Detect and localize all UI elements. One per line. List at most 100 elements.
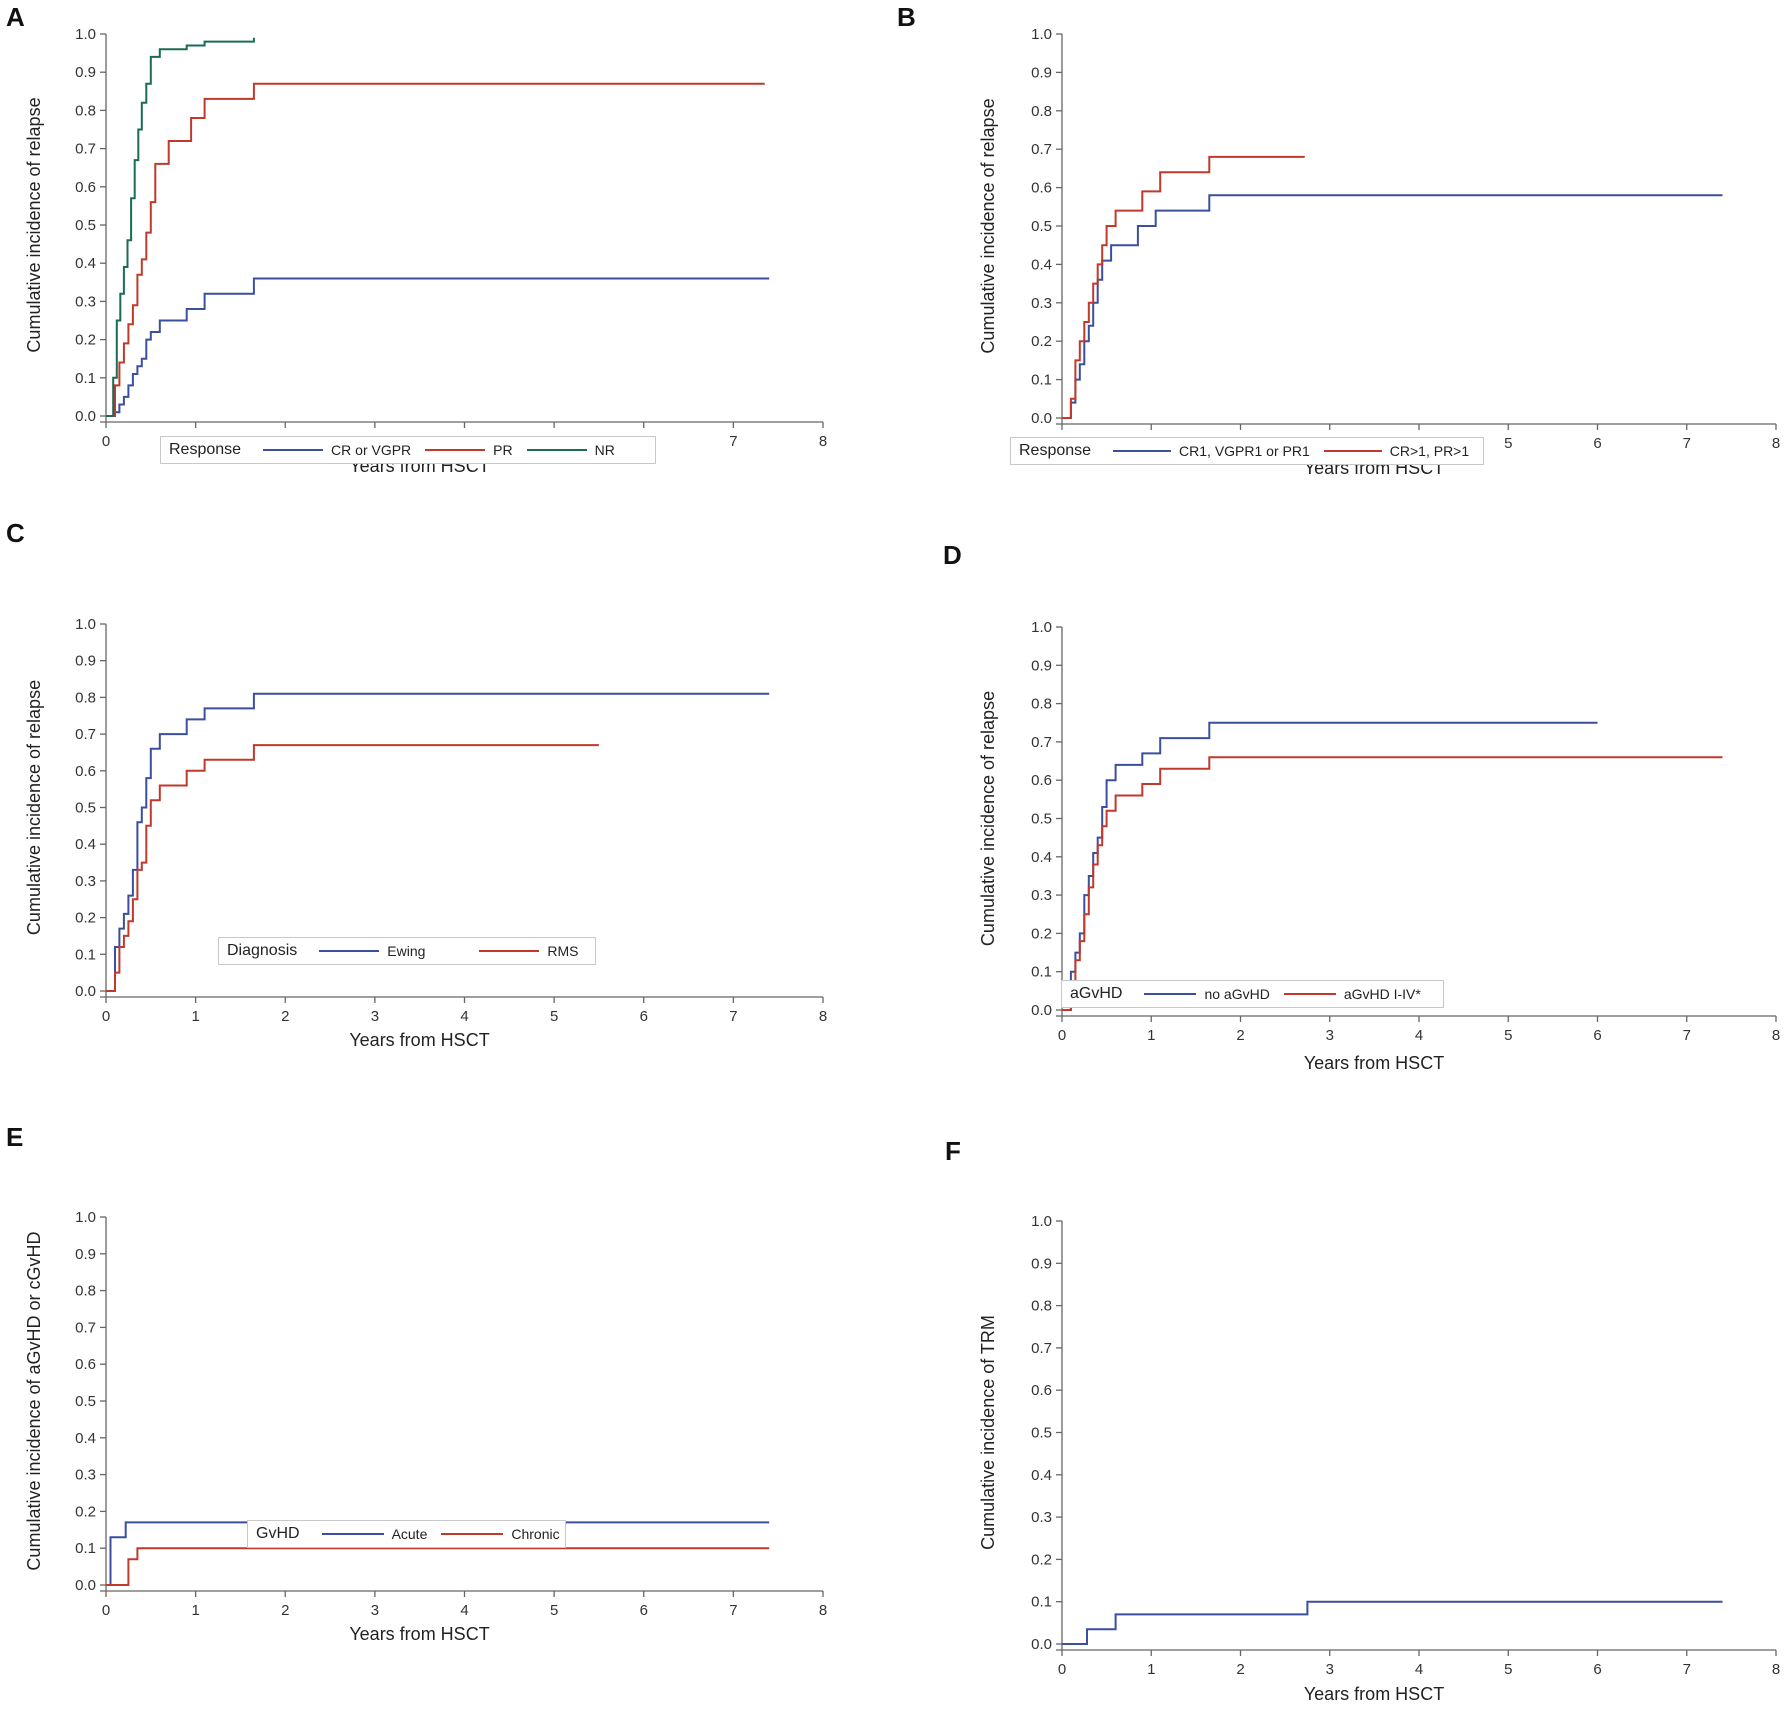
- x-tick-label: 4: [1415, 1661, 1423, 1678]
- y-tick-label: 0.9: [75, 653, 96, 670]
- x-tick-label: 0: [1058, 1661, 1066, 1678]
- legend-d: aGvHD no aGvHD aGvHD I-IV*: [1061, 980, 1444, 1008]
- plot-d: 0.0 0.1 0.2 0.3 0.4 0.5 0.6 0.7 0.8 0.9 1.0 0 1 2 3 4 5 6…: [978, 619, 1780, 1073]
- y-tick-label: 0.3: [1031, 887, 1052, 904]
- x-tick-label: 5: [1504, 1661, 1512, 1678]
- x-tick-label: 6: [1593, 1661, 1601, 1678]
- y-tick-label: 1.0: [1031, 26, 1052, 43]
- panel-c: C 0.0 0.1 0.2 0.3 0.4 0.5 0.6 0.7 0.8 0.9 1.0 0 1 2 3 4…: [0, 518, 893, 1070]
- x-tick-label: 6: [640, 1602, 648, 1619]
- legend-label: CR>1, PR>1: [1389, 443, 1470, 459]
- x-tick-label: 7: [729, 433, 737, 450]
- y-axis-title: Cumulative incidence of relapse: [978, 98, 998, 353]
- x-tick-label: 3: [1326, 1661, 1334, 1678]
- x-tick-label: 8: [819, 433, 827, 450]
- y-tick-label: 0.7: [75, 141, 96, 158]
- y-tick-label: 0.2: [1031, 333, 1052, 350]
- x-tick-label: 5: [1504, 435, 1512, 452]
- legend-label: CR or VGPR: [331, 442, 412, 458]
- panel-e: E 0.0 0.1 0.2 0.3 0.4 0.5 0.6 0.7 0.8 0.9 1.0 0 1 2 3 4…: [0, 1122, 893, 1709]
- x-tick-label: 5: [550, 1602, 558, 1619]
- legend-item-no-agvhd: no aGvHD: [1144, 986, 1270, 1002]
- x-tick-label: 4: [1415, 1027, 1423, 1044]
- panel-letter-c: C: [6, 518, 25, 548]
- legend-swatch-blue: [1144, 993, 1197, 995]
- y-tick-label: 0.4: [1031, 849, 1052, 866]
- legend-item-chronic: Chronic: [441, 1526, 560, 1542]
- y-tick-label: 0.5: [1031, 218, 1052, 235]
- y-axis-title: Cumulative incidence of aGvHD or cGvHD: [24, 1231, 44, 1570]
- legend-label: Chronic: [511, 1526, 560, 1542]
- legend-swatch-blue: [319, 950, 380, 952]
- legend-title: aGvHD: [1070, 985, 1123, 1002]
- y-tick-label: 0.7: [1031, 734, 1052, 751]
- plot-b: 0.00.10.20.30.40.50.60.70.80.91.00123456…: [978, 26, 1780, 478]
- series-line-agvhd-i-iv-: [1062, 756, 1723, 1011]
- series-line-chronic: [106, 1547, 770, 1586]
- legend-swatch-red: [1323, 450, 1382, 452]
- y-tick-label: 0.4: [1031, 1467, 1052, 1484]
- y-tick-label: 0.3: [1031, 1509, 1052, 1526]
- y-axis-title: Cumulative incidence of relapse: [24, 97, 44, 352]
- y-tick-label: 0.5: [1031, 1425, 1052, 1442]
- y-tick-label: 0.9: [75, 64, 96, 81]
- y-tick-label: 0.1: [1031, 1594, 1052, 1611]
- legend-swatch-red: [425, 449, 486, 451]
- y-tick-label: 0.0: [75, 408, 96, 425]
- legend-title: Response: [1019, 442, 1092, 459]
- series-line-ewing: [106, 692, 770, 992]
- y-axis-title: Cumulative incidence of TRM: [978, 1315, 998, 1550]
- y-tick-label: 0.1: [75, 370, 96, 387]
- series-line-cr-1-pr-1: [1062, 155, 1305, 419]
- y-tick-label: 0.7: [75, 726, 96, 743]
- x-tick-label: 2: [1236, 1661, 1244, 1678]
- y-tick-label: 0.3: [75, 293, 96, 310]
- y-tick-label: 0.7: [1031, 141, 1052, 158]
- y-tick-label: 0.6: [75, 763, 96, 780]
- series-line-cr-or-vgpr: [106, 277, 770, 417]
- y-tick-label: 0.3: [75, 1467, 96, 1484]
- y-tick-label: 0.8: [1031, 1298, 1052, 1315]
- panel-a: A 0.00.10.20.30.40.50.60.70.80.91.001234…: [0, 0, 893, 520]
- x-tick-label: 3: [371, 1602, 379, 1619]
- plot-c: 0.0 0.1 0.2 0.3 0.4 0.5 0.6 0.7 0.8 0.9 1.0 0 1 2 3 4 5 6…: [24, 616, 827, 1050]
- legend-title: Diagnosis: [227, 942, 298, 959]
- y-tick-label: 0.8: [75, 1283, 96, 1300]
- y-tick-label: 0.2: [75, 332, 96, 349]
- y-tick-label: 0.1: [75, 946, 96, 963]
- legend-label: CR1, VGPR1 or PR1: [1179, 443, 1310, 459]
- x-tick-label: 8: [819, 1602, 827, 1619]
- y-tick-label: 0.5: [75, 217, 96, 234]
- panel-letter-b: B: [897, 2, 916, 32]
- y-tick-label: 1.0: [75, 616, 96, 633]
- y-tick-label: 0.1: [75, 1540, 96, 1557]
- y-tick-label: 0.5: [75, 800, 96, 817]
- y-tick-label: 0.6: [75, 1356, 96, 1373]
- panel-letter-e: E: [6, 1122, 24, 1152]
- legend-item-rms: RMS: [479, 943, 579, 959]
- y-tick-label: 0.2: [1031, 1551, 1052, 1568]
- y-tick-label: 0.4: [75, 836, 96, 853]
- x-tick-label: 7: [1683, 435, 1691, 452]
- x-tick-label: 4: [460, 1602, 468, 1619]
- y-tick-label: 0.2: [75, 1503, 96, 1520]
- panel-letter-d: D: [943, 540, 962, 570]
- y-tick-label: 1.0: [1031, 619, 1052, 636]
- legend-label: RMS: [547, 943, 579, 959]
- y-tick-label: 0.5: [1031, 811, 1052, 828]
- legend-item-cr-vgpr: CR or VGPR: [263, 442, 411, 458]
- x-tick-label: 1: [191, 1008, 199, 1025]
- x-axis-title: Years from HSCT: [349, 1030, 489, 1050]
- series-line-pr: [106, 82, 765, 417]
- y-axis-title: Cumulative incidence of relapse: [24, 680, 44, 935]
- y-tick-label: 0.7: [75, 1319, 96, 1336]
- x-tick-label: 0: [1058, 1027, 1066, 1044]
- legend-b: Response CR1, VGPR1 or PR1 CR>1, PR>1: [1010, 437, 1484, 465]
- legend-item-acute: Acute: [321, 1526, 427, 1542]
- y-tick-label: 0.6: [1031, 772, 1052, 789]
- legend-label: NR: [594, 442, 615, 458]
- legend-item-first-line: CR1, VGPR1 or PR1: [1113, 443, 1310, 459]
- legend-swatch-blue: [1113, 450, 1172, 452]
- x-tick-label: 6: [1593, 1027, 1601, 1044]
- legend-swatch-red: [479, 950, 540, 952]
